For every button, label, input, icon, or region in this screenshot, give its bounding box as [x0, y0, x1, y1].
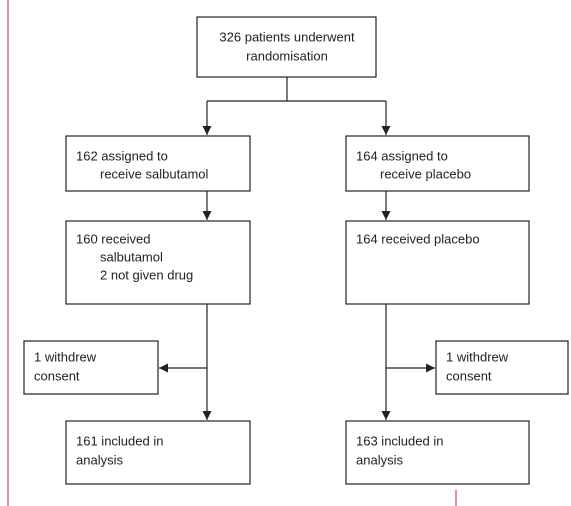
box — [65, 135, 251, 192]
box — [196, 16, 377, 78]
node-text: 326 patients underwent — [219, 29, 355, 44]
connectors — [159, 77, 435, 420]
box — [23, 340, 159, 395]
node-text: 164 assigned to — [356, 148, 448, 163]
node-text: salbutamol — [100, 249, 163, 264]
node-text: 164 received placebo — [356, 231, 480, 246]
node-text: 161 included in — [76, 433, 163, 448]
box — [345, 135, 530, 192]
node-text: analysis — [76, 452, 123, 467]
node-text: 160 received — [76, 231, 150, 246]
node-text: 2 not given drug — [100, 267, 193, 282]
node-text: receive salbutamol — [100, 166, 208, 181]
node-text: randomisation — [246, 48, 328, 63]
node-text: 162 assigned to — [76, 148, 168, 163]
box — [345, 220, 530, 305]
node-text: consent — [446, 368, 492, 383]
node-text: 163 included in — [356, 433, 443, 448]
box — [345, 420, 530, 485]
node-text: consent — [34, 368, 80, 383]
node-text: analysis — [356, 452, 403, 467]
box — [65, 220, 251, 305]
node-text: receive placebo — [380, 166, 471, 181]
box — [435, 340, 569, 395]
box — [65, 420, 251, 485]
node-text: 1 withdrew — [446, 349, 509, 364]
node-text: 1 withdrew — [34, 349, 97, 364]
